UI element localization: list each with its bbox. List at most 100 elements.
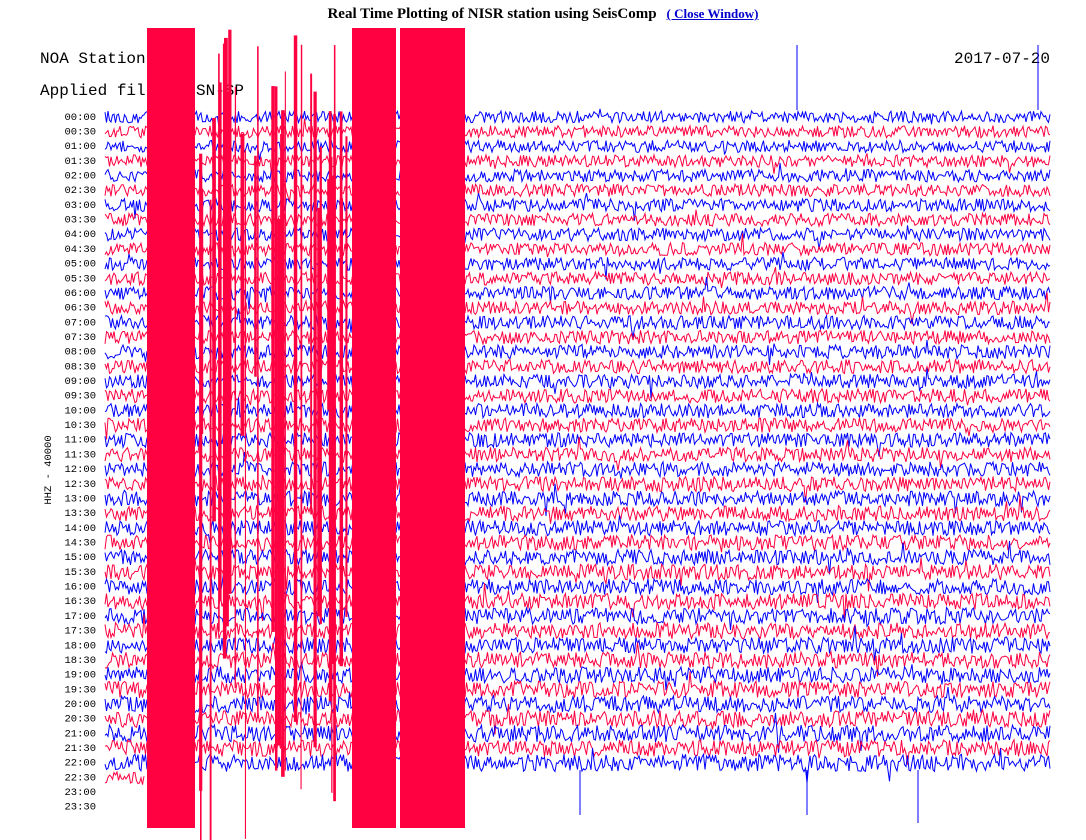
time-label: 03:30 [64, 215, 96, 227]
saturated-signal [254, 155, 257, 377]
time-label: 21:30 [64, 743, 96, 755]
page-title: Real Time Plotting of NISR station using… [327, 6, 657, 22]
trace [104, 276, 1051, 310]
saturated-signal [201, 188, 204, 434]
trace [104, 134, 1051, 160]
saturated-signal [280, 134, 282, 636]
time-label: 23:00 [64, 787, 96, 799]
time-label: 06:00 [64, 288, 96, 300]
time-label: 02:30 [64, 185, 96, 197]
saturated-signal [281, 110, 285, 777]
trace [104, 339, 1051, 366]
time-label: 10:00 [64, 405, 96, 417]
time-label: 00:00 [64, 112, 96, 124]
trace [104, 687, 1051, 724]
trace [104, 570, 1051, 604]
saturated-signal [240, 133, 245, 436]
close-window-link[interactable]: ( Close Window) [666, 6, 759, 21]
trace [104, 738, 1051, 765]
trace [104, 118, 1051, 140]
saturated-signal [275, 86, 278, 771]
trace [104, 712, 1051, 753]
traces [104, 28, 1051, 840]
saturated-signal [310, 73, 313, 515]
time-label: 23:30 [64, 802, 96, 814]
time-label: 06:30 [64, 303, 96, 315]
header: Real Time Plotting of NISR station using… [0, 6, 1086, 23]
time-labels: 00:00 00:30 01:00 01:30 02:00 02:30 03:00 03:30… [64, 112, 96, 814]
time-label: 10:30 [64, 420, 96, 432]
time-label: 04:00 [64, 229, 96, 241]
trace [104, 251, 1051, 280]
trace [104, 152, 1051, 175]
trace [104, 415, 1051, 440]
station-label: NOA Station [40, 50, 146, 68]
time-label: 13:30 [64, 508, 96, 520]
time-label: 14:30 [64, 538, 96, 550]
time-label: 09:00 [64, 376, 96, 388]
trace [104, 233, 1051, 258]
saturated-signal [234, 141, 236, 689]
saturated-signal [200, 171, 202, 840]
saturated-signal [277, 218, 281, 746]
saturated-signal [257, 46, 259, 718]
trace [104, 327, 1051, 354]
trace [104, 387, 1051, 406]
time-label: 15:30 [64, 567, 96, 579]
time-label: 08:00 [64, 347, 96, 359]
time-label: 20:30 [64, 714, 96, 726]
time-label: 08:30 [64, 361, 96, 373]
time-label: 05:30 [64, 273, 96, 285]
trace [104, 209, 1051, 228]
time-label: 17:00 [64, 611, 96, 623]
saturated-signal [227, 118, 231, 571]
trace [104, 625, 1051, 661]
trace [104, 606, 1051, 631]
trace [104, 540, 1051, 575]
trace [104, 189, 1051, 221]
time-label: 16:00 [64, 582, 96, 594]
time-label: 05:00 [64, 259, 96, 271]
saturated-signal [345, 136, 348, 617]
saturated-signal [218, 82, 222, 601]
time-label: 16:30 [64, 596, 96, 608]
saturated-signal [271, 86, 275, 632]
time-label: 03:00 [64, 200, 96, 212]
time-label: 13:00 [64, 493, 96, 505]
saturated-signal [212, 117, 216, 522]
time-label: 19:00 [64, 670, 96, 682]
saturated-signal [327, 179, 331, 410]
trace [104, 436, 1051, 471]
time-label: 20:00 [64, 699, 96, 711]
trace [104, 583, 1051, 622]
time-label: 17:30 [64, 626, 96, 638]
saturated-signal [317, 207, 321, 617]
time-label: 18:30 [64, 655, 96, 667]
time-label: 18:00 [64, 640, 96, 652]
saturated-signal [339, 198, 344, 667]
time-label: 00:30 [64, 126, 96, 138]
time-label: 12:30 [64, 479, 96, 491]
trace [104, 162, 1051, 184]
time-label: 21:00 [64, 728, 96, 740]
saturated-signal [218, 53, 220, 632]
trace [104, 430, 1051, 457]
time-label: 14:00 [64, 523, 96, 535]
saturated-signal [319, 146, 322, 625]
trace [104, 557, 1051, 592]
trace [104, 495, 1051, 526]
saturated-signal [147, 28, 195, 828]
time-label: 22:00 [64, 758, 96, 770]
trace [104, 354, 1051, 384]
time-label: 11:30 [64, 449, 96, 461]
trace [104, 770, 145, 785]
saturated-signal [300, 44, 303, 649]
filter-label: Applied filter [40, 82, 174, 100]
trace [104, 661, 1051, 691]
channel-label: HHZ - 40000 [43, 435, 55, 504]
trace [104, 368, 1051, 399]
time-label: 22:30 [64, 772, 96, 784]
time-label: 01:00 [64, 141, 96, 153]
